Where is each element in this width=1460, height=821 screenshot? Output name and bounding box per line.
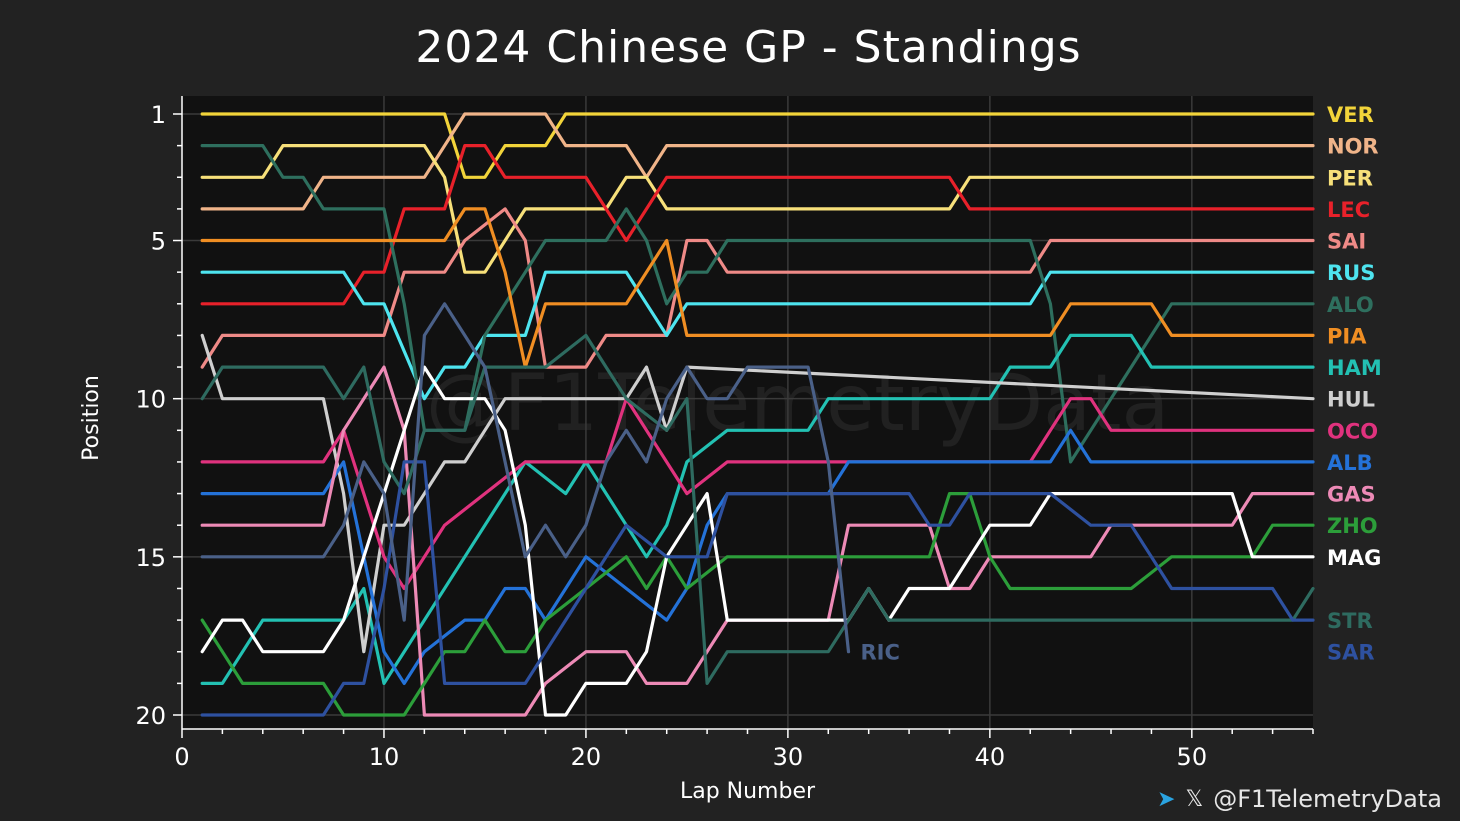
- driver-label-hul: HUL: [1327, 388, 1375, 412]
- series-line-oco: [200, 397, 1315, 591]
- driver-label-str: STR: [1327, 609, 1373, 633]
- y-tick-label: 1: [151, 101, 166, 129]
- x-tick-label: 20: [571, 743, 602, 771]
- telegram-icon: ➤: [1157, 786, 1176, 812]
- driver-label-rus: RUS: [1327, 261, 1375, 285]
- driver-label-oco: OCO: [1327, 419, 1378, 443]
- x-tick-label: 30: [773, 743, 804, 771]
- x-tick-label: 40: [975, 743, 1006, 771]
- series-line-alo: [200, 144, 1315, 464]
- driver-labels: VER NOR PER LEC SAI RUS ALO PIA HAM HUL OCO ALB GAS Z…: [860, 103, 1381, 665]
- driver-label-gas: GAS: [1327, 483, 1376, 507]
- series-line-pia: [200, 207, 1315, 369]
- series-line-alb: [200, 428, 1315, 686]
- driver-label-alb: ALB: [1327, 451, 1373, 475]
- series-line-gas: [200, 365, 1315, 717]
- series-line-ric: [200, 302, 851, 654]
- driver-label-ric: RIC: [860, 641, 899, 665]
- series-line-sar: [200, 460, 1315, 717]
- x-tick-label: 50: [1177, 743, 1208, 771]
- driver-label-sar: SAR: [1327, 641, 1375, 665]
- series-line-ham: [200, 333, 1315, 686]
- series-lines: [200, 112, 1315, 717]
- y-axis-label: Position: [79, 375, 104, 461]
- y-tick-label: 10: [135, 386, 166, 414]
- x-tick-label: 10: [369, 743, 400, 771]
- x-tick-label: 0: [174, 743, 189, 771]
- driver-label-nor: NOR: [1327, 135, 1379, 159]
- series-line-mag: [200, 365, 1315, 717]
- driver-label-alo: ALO: [1327, 293, 1374, 317]
- footer-credit: ➤ 𝕏 @F1TelemetryData: [1157, 785, 1442, 813]
- driver-label-ver: VER: [1327, 103, 1374, 127]
- y-tick-label: 5: [151, 228, 166, 256]
- driver-label-ham: HAM: [1327, 356, 1382, 380]
- driver-label-sai: SAI: [1327, 230, 1366, 254]
- footer-handle: @F1TelemetryData: [1213, 785, 1442, 813]
- driver-label-mag: MAG: [1327, 546, 1381, 570]
- driver-label-zho: ZHO: [1327, 514, 1378, 538]
- series-line-rus: [200, 270, 1315, 401]
- series-line-zho: [200, 492, 1315, 717]
- driver-label-pia: PIA: [1327, 324, 1367, 348]
- x-axis-label: Lap Number: [680, 779, 816, 804]
- driver-label-per: PER: [1327, 166, 1373, 190]
- series-line-nor: [200, 112, 1315, 211]
- chart-title: 2024 Chinese GP - Standings: [415, 22, 1082, 73]
- y-tick-label: 15: [135, 544, 166, 572]
- driver-label-lec: LEC: [1327, 198, 1370, 222]
- y-tick-label: 20: [135, 702, 166, 730]
- series-line-lec: [200, 144, 1315, 306]
- series-line-str: [200, 333, 1315, 686]
- x-logo-icon: 𝕏: [1185, 786, 1204, 812]
